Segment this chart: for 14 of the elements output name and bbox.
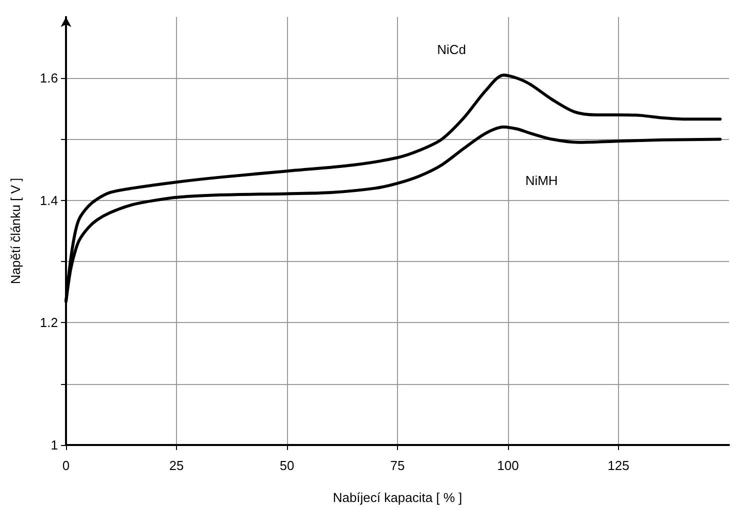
- text: NiMH: [525, 173, 558, 188]
- y-tick-label: 1.6: [40, 70, 58, 86]
- x-tick-label: 125: [608, 458, 630, 473]
- y-tick-label: 1.2: [40, 315, 58, 330]
- x-axis-title: Nabíjecí kapacita [ % ]: [332, 490, 462, 505]
- x-tick-label: 25: [169, 458, 184, 473]
- x-tick-label: 50: [280, 458, 294, 473]
- y-axis-title: Napětí článku [ V ]: [8, 178, 23, 284]
- x-tick-label: 75: [390, 458, 405, 473]
- y-tick-label: 1: [50, 438, 58, 452]
- y-tick-label: 1.4: [40, 192, 58, 208]
- x-tick-label: 100: [497, 458, 519, 473]
- text: NiCd: [437, 42, 466, 58]
- x-tick-label: 0: [62, 458, 70, 473]
